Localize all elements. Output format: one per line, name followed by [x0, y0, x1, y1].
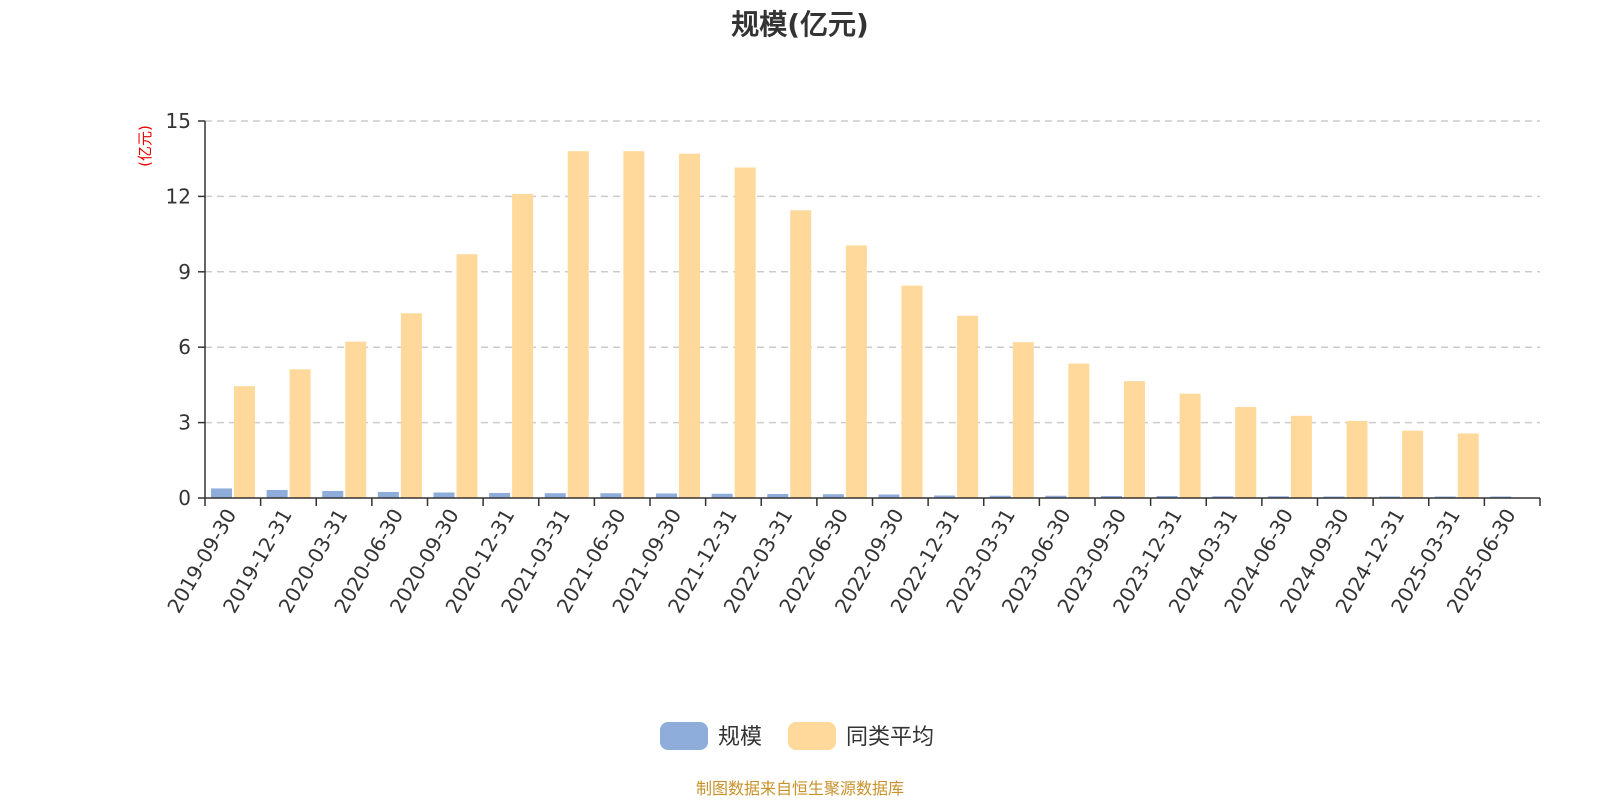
legend: 规模 同类平均 — [660, 722, 934, 750]
bar-peer-average — [901, 285, 923, 498]
bar-scale — [544, 493, 566, 498]
legend-item-peer-average-label: 同类平均 — [846, 725, 934, 750]
y-tick-label: 3 — [178, 411, 191, 435]
bar-scale — [1045, 495, 1067, 498]
bar-scale — [989, 495, 1011, 498]
bar-scale — [1101, 495, 1122, 498]
legend-item-scale-swatch — [660, 722, 708, 750]
bar-scale — [878, 494, 900, 498]
bar-peer-average — [1235, 407, 1257, 498]
bar-peer-average — [734, 167, 756, 498]
bar-peer-average — [1457, 433, 1479, 498]
bar-peer-average — [957, 315, 979, 498]
bar-scale — [211, 488, 232, 498]
bar-peer-average — [345, 341, 367, 498]
bars — [211, 151, 1512, 499]
bar-peer-average — [1068, 363, 1090, 498]
bar-peer-average — [845, 245, 867, 498]
bar-scale — [656, 493, 677, 498]
bar-peer-average — [1124, 381, 1145, 498]
bar-scale — [767, 493, 789, 498]
bar-scale — [433, 492, 455, 498]
bar-peer-average — [623, 151, 645, 498]
y-tick-label: 6 — [178, 335, 191, 359]
bar-peer-average — [790, 210, 812, 498]
bar-scale — [1434, 496, 1456, 498]
bar-peer-average — [1346, 420, 1368, 498]
bar-scale — [1323, 496, 1345, 498]
y-axis-unit-label: (亿元) — [136, 125, 154, 167]
chart-title: 规模(亿元) — [731, 8, 869, 41]
bar-scale — [600, 493, 622, 498]
bar-peer-average — [400, 313, 422, 498]
bar-scale — [711, 493, 733, 498]
bar-scale — [377, 491, 399, 498]
bar-peer-average — [1012, 342, 1034, 498]
bar-peer-average — [1402, 430, 1424, 498]
bar-peer-average — [512, 193, 534, 499]
bar-peer-average — [679, 153, 700, 498]
bar-scale — [322, 490, 344, 498]
y-tick-label: 15 — [166, 109, 191, 133]
bar-peer-average — [289, 369, 311, 498]
bar-peer-average — [1179, 393, 1201, 498]
bar-scale — [1156, 495, 1178, 498]
y-tick-label: 12 — [166, 184, 191, 208]
data-source-footer: 制图数据来自恒生聚源数据库 — [696, 779, 904, 798]
legend-item-scale-label: 规模 — [718, 725, 762, 750]
y-tick-label: 9 — [178, 260, 191, 284]
y-tick-label: 0 — [178, 486, 191, 510]
bar-peer-average — [567, 151, 589, 498]
bar-scale — [489, 492, 511, 498]
bar-scale — [934, 495, 956, 498]
grid-lines — [205, 120, 1540, 424]
bar-scale — [1379, 496, 1401, 498]
legend-item-peer-average-swatch — [788, 722, 836, 750]
bar-peer-average — [1290, 415, 1312, 498]
bar-scale — [1490, 496, 1512, 498]
bar-scale — [822, 494, 844, 498]
bar-scale — [1212, 496, 1234, 498]
bar-scale — [1267, 496, 1289, 498]
bar-peer-average — [234, 386, 255, 498]
bar-scale — [266, 489, 288, 498]
bar-peer-average — [456, 254, 478, 498]
